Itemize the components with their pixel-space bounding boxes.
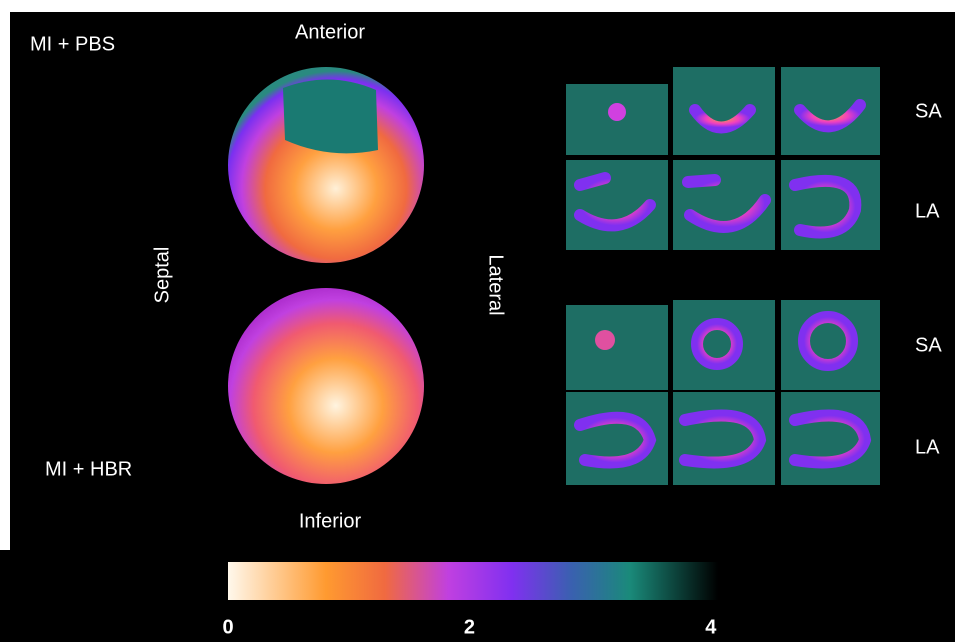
orientation-label: Inferior [299,510,362,532]
slice-label: SA [915,334,942,356]
figure: MI + PBS MI + HBR Anterior Inferior Sept… [0,0,955,642]
slice-label: LA [915,436,940,458]
tick-label: 0 [222,616,233,638]
orientation-label: Lateral [485,254,507,315]
orientation-label: Septal [151,247,173,304]
tick-label: 4 [705,616,717,638]
defect-region [283,79,378,153]
background-strip [0,550,10,642]
orientation-label: Anterior [295,21,365,43]
slice-label: LA [915,200,940,222]
slice-label: SA [915,100,942,122]
colorbar [228,562,718,600]
page: MI + PBS MI + HBR Anterior Inferior Sept… [0,0,955,642]
tick-label: 2 [464,616,475,638]
polar-map [228,288,424,484]
group-label: MI + PBS [30,33,115,55]
group-label: MI + HBR [45,458,132,480]
